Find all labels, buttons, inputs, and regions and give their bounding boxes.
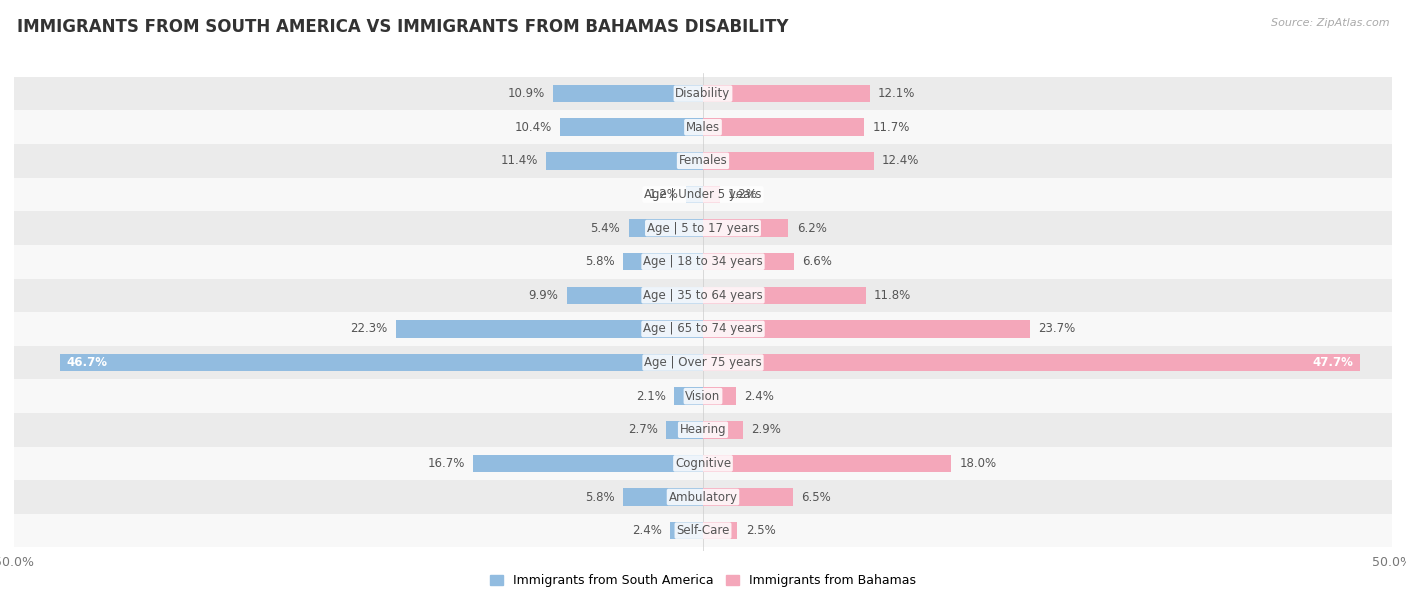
Text: IMMIGRANTS FROM SOUTH AMERICA VS IMMIGRANTS FROM BAHAMAS DISABILITY: IMMIGRANTS FROM SOUTH AMERICA VS IMMIGRA…: [17, 18, 789, 36]
Text: 2.4%: 2.4%: [744, 390, 775, 403]
Bar: [703, 152, 875, 170]
Bar: [703, 85, 870, 102]
Bar: [623, 253, 703, 271]
Text: 22.3%: 22.3%: [350, 323, 388, 335]
Bar: [14, 346, 1392, 379]
Text: Disability: Disability: [675, 87, 731, 100]
Text: 10.4%: 10.4%: [515, 121, 551, 134]
Bar: [703, 253, 794, 271]
Text: 2.5%: 2.5%: [745, 524, 776, 537]
Bar: [14, 245, 1392, 278]
Text: 10.9%: 10.9%: [508, 87, 544, 100]
Text: 46.7%: 46.7%: [66, 356, 107, 369]
Bar: [703, 119, 865, 136]
Text: Age | 18 to 34 years: Age | 18 to 34 years: [643, 255, 763, 268]
Text: 11.7%: 11.7%: [873, 121, 910, 134]
Bar: [14, 413, 1392, 447]
Text: 47.7%: 47.7%: [1312, 356, 1354, 369]
Text: Age | Over 75 years: Age | Over 75 years: [644, 356, 762, 369]
Bar: [703, 455, 950, 472]
Bar: [703, 387, 737, 405]
Bar: [14, 211, 1392, 245]
Bar: [472, 455, 703, 472]
Text: Self-Care: Self-Care: [676, 524, 730, 537]
Bar: [14, 480, 1392, 514]
Bar: [703, 354, 1360, 371]
Text: Age | Under 5 years: Age | Under 5 years: [644, 188, 762, 201]
Text: Age | 5 to 17 years: Age | 5 to 17 years: [647, 222, 759, 234]
Bar: [560, 119, 703, 136]
Text: Females: Females: [679, 154, 727, 167]
Bar: [59, 354, 703, 371]
Bar: [14, 447, 1392, 480]
Text: 2.7%: 2.7%: [627, 424, 658, 436]
Bar: [669, 522, 703, 539]
Text: Males: Males: [686, 121, 720, 134]
Text: Ambulatory: Ambulatory: [668, 490, 738, 504]
Bar: [623, 488, 703, 506]
Text: 11.8%: 11.8%: [875, 289, 911, 302]
Text: 9.9%: 9.9%: [529, 289, 558, 302]
Bar: [628, 219, 703, 237]
Text: Vision: Vision: [685, 390, 721, 403]
Text: Age | 65 to 74 years: Age | 65 to 74 years: [643, 323, 763, 335]
Text: 6.5%: 6.5%: [801, 490, 831, 504]
Text: Age | 35 to 64 years: Age | 35 to 64 years: [643, 289, 763, 302]
Bar: [14, 110, 1392, 144]
Bar: [703, 286, 866, 304]
Bar: [14, 312, 1392, 346]
Bar: [686, 185, 703, 203]
Text: 2.9%: 2.9%: [751, 424, 782, 436]
Bar: [546, 152, 703, 170]
Text: 1.2%: 1.2%: [648, 188, 678, 201]
Bar: [703, 320, 1029, 338]
Bar: [14, 76, 1392, 110]
Text: 6.6%: 6.6%: [803, 255, 832, 268]
Text: 16.7%: 16.7%: [427, 457, 464, 470]
Text: 23.7%: 23.7%: [1038, 323, 1076, 335]
Bar: [567, 286, 703, 304]
Text: 11.4%: 11.4%: [501, 154, 537, 167]
Legend: Immigrants from South America, Immigrants from Bahamas: Immigrants from South America, Immigrant…: [485, 569, 921, 592]
Bar: [14, 177, 1392, 211]
Bar: [14, 379, 1392, 413]
Text: 12.4%: 12.4%: [882, 154, 920, 167]
Bar: [14, 514, 1392, 548]
Bar: [703, 185, 720, 203]
Text: Hearing: Hearing: [679, 424, 727, 436]
Text: Source: ZipAtlas.com: Source: ZipAtlas.com: [1271, 18, 1389, 28]
Text: 12.1%: 12.1%: [877, 87, 915, 100]
Bar: [666, 421, 703, 439]
Bar: [14, 144, 1392, 177]
Text: 5.8%: 5.8%: [585, 255, 614, 268]
Bar: [703, 488, 793, 506]
Text: Cognitive: Cognitive: [675, 457, 731, 470]
Text: 2.4%: 2.4%: [631, 524, 662, 537]
Text: 2.1%: 2.1%: [636, 390, 666, 403]
Bar: [673, 387, 703, 405]
Text: 5.8%: 5.8%: [585, 490, 614, 504]
Text: 5.4%: 5.4%: [591, 222, 620, 234]
Bar: [14, 278, 1392, 312]
Bar: [703, 219, 789, 237]
Text: 18.0%: 18.0%: [959, 457, 997, 470]
Text: 1.2%: 1.2%: [728, 188, 758, 201]
Bar: [703, 421, 742, 439]
Bar: [395, 320, 703, 338]
Text: 6.2%: 6.2%: [797, 222, 827, 234]
Bar: [703, 522, 738, 539]
Bar: [553, 85, 703, 102]
